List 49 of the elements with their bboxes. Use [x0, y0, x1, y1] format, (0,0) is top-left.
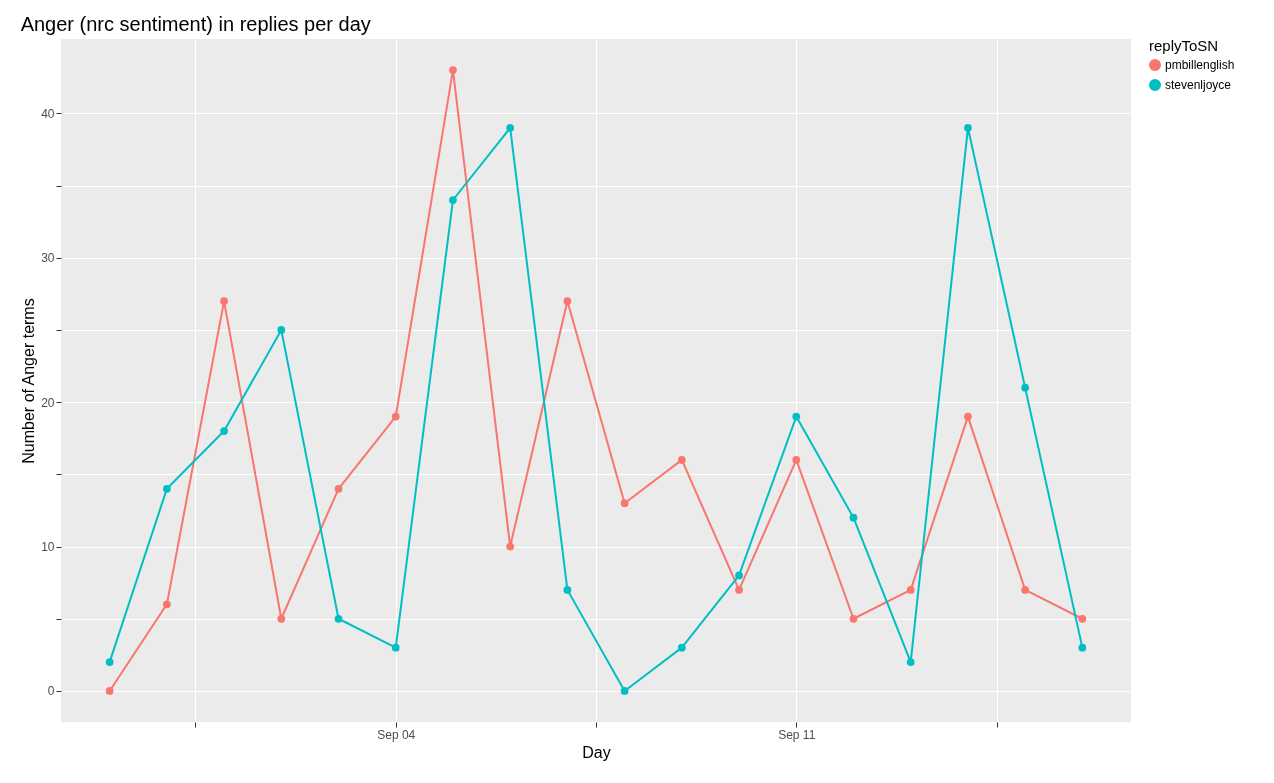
point	[506, 123, 515, 132]
point	[334, 614, 343, 623]
legend-title: replyToSN	[1149, 37, 1219, 54]
point	[220, 297, 228, 305]
y-tick-label: 30	[41, 251, 55, 266]
point	[849, 614, 858, 623]
point	[162, 600, 171, 609]
point	[792, 456, 801, 464]
point	[105, 658, 114, 666]
x-tick-label: Sep 11	[778, 727, 816, 742]
point	[1078, 643, 1087, 652]
point	[506, 542, 515, 551]
point	[449, 66, 457, 74]
y-tick-label: 0	[47, 684, 55, 699]
point	[1021, 586, 1030, 594]
point	[334, 484, 343, 493]
point	[391, 412, 400, 421]
point	[220, 427, 228, 435]
point	[620, 687, 629, 695]
point	[906, 658, 915, 666]
x-tick-label: Sep 04	[377, 727, 416, 742]
legend-label: pmbillenglish	[1165, 58, 1235, 72]
point	[449, 196, 457, 204]
point	[277, 326, 286, 334]
chart-title: Anger (nrc sentiment) in replies per day	[20, 13, 371, 35]
y-tick-label: 10	[41, 540, 55, 555]
y-axis-title: Number of Anger terms	[20, 298, 38, 464]
point	[277, 614, 286, 623]
point	[620, 499, 629, 508]
point	[162, 484, 171, 493]
point	[964, 123, 972, 132]
point	[563, 586, 572, 594]
point	[677, 643, 686, 652]
point	[563, 297, 572, 305]
point	[735, 571, 743, 580]
point	[849, 513, 858, 522]
point	[105, 687, 114, 695]
legend-label: stevenljoyce	[1165, 78, 1232, 92]
y-tick-label: 20	[41, 395, 55, 410]
point	[1021, 383, 1030, 392]
point	[964, 412, 972, 421]
point	[677, 456, 686, 464]
point	[792, 412, 801, 421]
point	[391, 643, 400, 652]
point	[1078, 614, 1087, 623]
point	[735, 586, 743, 594]
x-axis-title: Day	[582, 743, 611, 761]
y-tick-label: 40	[41, 106, 55, 121]
point	[906, 586, 915, 594]
